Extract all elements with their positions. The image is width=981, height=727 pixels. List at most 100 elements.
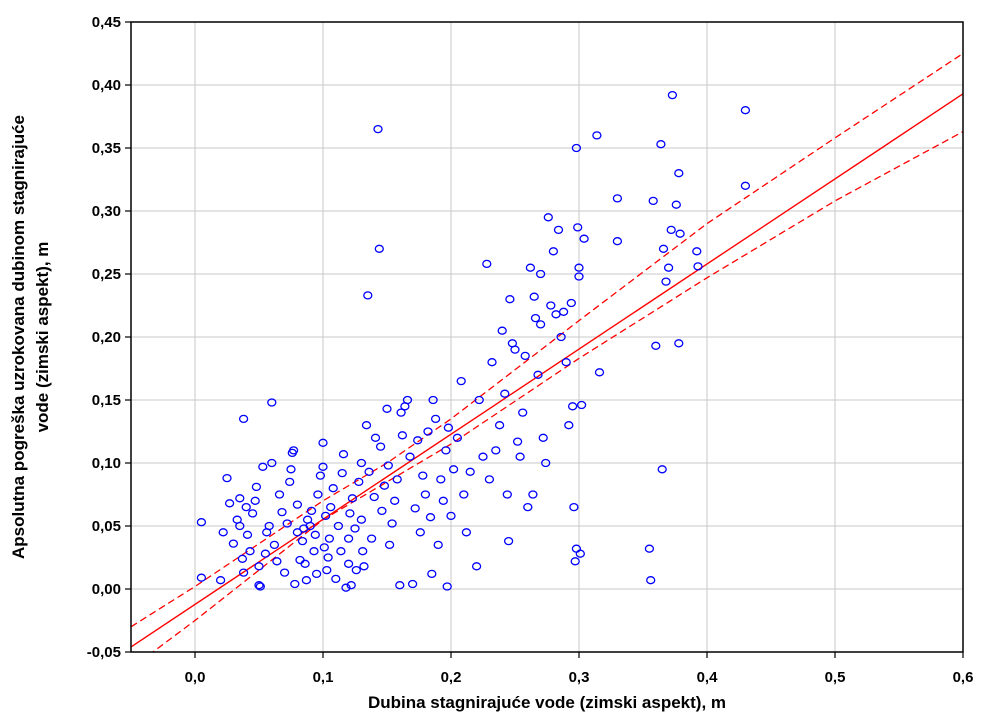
data-point-9 — [235, 494, 245, 503]
data-point-34 — [285, 477, 295, 487]
data-point-39 — [292, 528, 303, 537]
data-point-55 — [318, 462, 328, 471]
data-point-22 — [258, 462, 268, 471]
grid-lines — [131, 21, 964, 653]
data-point-177 — [579, 234, 589, 243]
y-axis-title-line-1: Apsolutna pogreška uzrokovana dubinom st… — [9, 115, 28, 559]
data-point-52 — [313, 490, 323, 499]
data-point-18 — [251, 482, 262, 492]
y-tick-label-5: 0,20 — [92, 329, 121, 346]
data-point-51 — [311, 569, 322, 579]
data-point-84 — [366, 534, 377, 543]
data-point-181 — [612, 237, 623, 246]
data-point-152 — [533, 370, 543, 379]
data-point-200 — [740, 181, 751, 190]
data-point-128 — [471, 562, 482, 571]
x-tick-label-0: 0,0 — [185, 669, 206, 686]
data-point-60 — [324, 534, 335, 543]
data-point-26 — [267, 398, 277, 407]
data-point-125 — [459, 490, 469, 499]
data-point-104 — [407, 579, 418, 589]
data-point-143 — [512, 437, 523, 446]
y-tick-label-7: 0,30 — [92, 203, 121, 220]
data-point-82 — [363, 291, 373, 300]
data-point-146 — [520, 351, 530, 361]
data-point-127 — [465, 467, 475, 476]
data-point-19 — [254, 562, 264, 571]
data-point-87 — [373, 124, 383, 134]
y-axis-title-line-2: vode (zimski aspekt), m — [33, 242, 52, 433]
x-tick-label-1: 0,1 — [313, 669, 334, 686]
data-point-155 — [538, 433, 548, 442]
data-point-15 — [245, 547, 255, 556]
data-point-86 — [370, 433, 381, 442]
data-point-48 — [306, 506, 317, 516]
data-point-139 — [503, 536, 514, 546]
data-point-57 — [320, 511, 331, 521]
data-point-35 — [286, 465, 296, 474]
data-point-85 — [369, 492, 379, 502]
data-point-54 — [318, 438, 328, 447]
data-point-21 — [255, 582, 265, 591]
data-point-193 — [671, 200, 681, 209]
data-point-5 — [224, 499, 235, 508]
data-point-194 — [674, 339, 684, 348]
data-point-75 — [351, 565, 361, 575]
data-point-110 — [423, 427, 433, 436]
data-point-13 — [241, 502, 251, 512]
data-point-188 — [658, 244, 669, 253]
data-point-190 — [663, 263, 674, 272]
data-point-114 — [430, 414, 441, 424]
x-tick-label-2: 0,2 — [441, 669, 462, 686]
data-point-172 — [573, 223, 583, 232]
data-point-72 — [346, 581, 356, 590]
data-point-83 — [364, 467, 374, 476]
data-point-77 — [356, 458, 367, 468]
data-point-157 — [543, 213, 553, 222]
data-point-148 — [525, 263, 536, 272]
data-point-142 — [510, 345, 520, 354]
data-point-171 — [571, 143, 582, 153]
x-axis-ticks: 0,0 0,1 0,2 0,3 0,4 0,5 0,6 — [185, 652, 973, 686]
data-point-37 — [288, 446, 299, 455]
data-point-108 — [418, 471, 428, 480]
data-point-33 — [282, 519, 292, 528]
data-point-178 — [592, 131, 602, 140]
y-tick-label-6: 0,25 — [92, 266, 121, 283]
y-tick-label-4: 0,15 — [92, 392, 121, 409]
data-point-106 — [413, 436, 423, 445]
data-point-62 — [328, 484, 338, 493]
y-tick-label-10: 0,45 — [92, 14, 121, 31]
data-point-140 — [505, 295, 515, 304]
y-axis-ticks: -0,05 0,00 0,05 0,10 0,15 0,20 0,25 0,30 0,35 0,4… — [87, 14, 131, 661]
data-point-100 — [397, 431, 408, 440]
data-point-123 — [452, 433, 463, 442]
data-point-28 — [269, 540, 280, 550]
data-point-49 — [309, 547, 319, 556]
data-point-137 — [500, 389, 510, 398]
data-point-93 — [383, 461, 393, 470]
data-point-17 — [250, 496, 260, 505]
data-point-120 — [443, 423, 454, 432]
data-point-186 — [656, 140, 666, 149]
data-point-78 — [356, 515, 367, 524]
data-point-154 — [535, 320, 546, 329]
data-point-88 — [374, 244, 384, 253]
data-point-119 — [442, 582, 452, 591]
data-point-23 — [260, 549, 271, 558]
data-point-118 — [441, 446, 451, 455]
data-point-138 — [502, 490, 512, 499]
data-point-73 — [347, 494, 358, 503]
data-point-11 — [238, 568, 249, 577]
data-point-167 — [567, 402, 578, 411]
data-point-92 — [382, 404, 392, 413]
data-point-67 — [338, 450, 349, 459]
data-point-144 — [515, 452, 525, 461]
data-point-64 — [333, 521, 344, 531]
data-point-96 — [390, 496, 400, 505]
data-point-10 — [237, 554, 248, 563]
data-point-158 — [546, 301, 556, 310]
data-point-91 — [379, 481, 390, 490]
data-point-105 — [410, 504, 420, 513]
